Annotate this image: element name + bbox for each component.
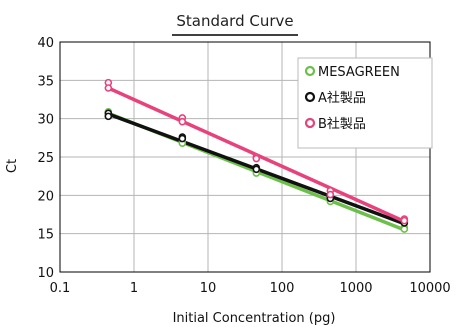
data-point-1: [252, 165, 261, 174]
tick-labels: 10 15 20 25 30 35 40 0.1 1 10 100 1000 10000: [37, 36, 450, 296]
plot-frame: [59, 41, 431, 273]
y-tick-label: 30: [37, 113, 54, 128]
data-point-2: [178, 117, 187, 126]
legend-label-0: MESAGREEN: [318, 65, 400, 80]
data-point-0: [400, 225, 409, 233]
legend-box: [297, 57, 433, 149]
x-tick-label: 100: [270, 281, 295, 296]
data-point-2: [104, 84, 113, 92]
y-tick-label: 15: [37, 228, 54, 243]
legend-label-2: B社製品: [318, 116, 366, 132]
x-tick-label: 10: [200, 281, 217, 296]
data-point-2: [400, 216, 409, 225]
data-point-1: [178, 134, 187, 143]
legend-label-1: A社製品: [318, 90, 366, 106]
y-tick-label: 35: [37, 74, 54, 89]
legend: MESAGREEN A社製品 B社製品: [297, 57, 433, 149]
data-point-2: [252, 154, 261, 163]
data-point-1: [104, 112, 113, 121]
legend-marker-0: [304, 65, 316, 77]
y-tick-label: 25: [37, 151, 54, 166]
x-tick-label: 0.1: [50, 281, 71, 296]
legend-marker-2: [304, 117, 316, 129]
y-tick-label: 20: [37, 189, 54, 204]
data-point-2: [326, 190, 335, 199]
chart-title: Standard Curve: [176, 12, 293, 30]
data-points: [104, 78, 409, 233]
y-tick-label: 40: [37, 36, 54, 51]
x-tick-label: 10000: [409, 281, 450, 296]
y-tick-label: 10: [37, 266, 54, 281]
x-tick-label: 1: [130, 281, 138, 296]
x-tick-label: 1000: [339, 281, 372, 296]
x-axis-label: Initial Concentration (pg): [173, 311, 336, 326]
legend-marker-1: [304, 91, 316, 103]
y-axis-label: Ct: [5, 159, 20, 173]
